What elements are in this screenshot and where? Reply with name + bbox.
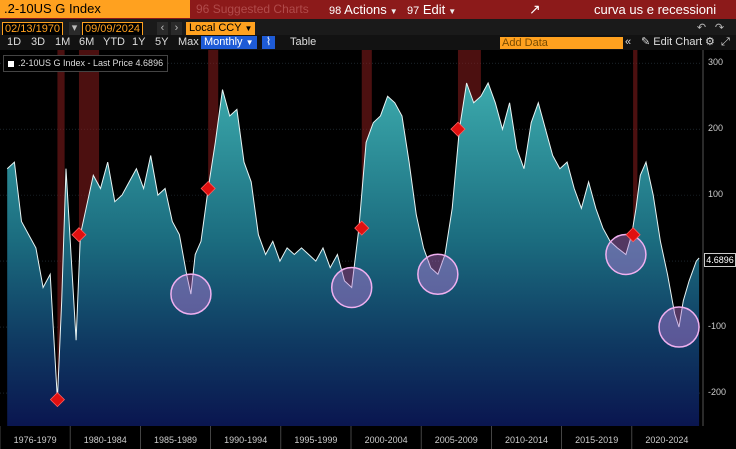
suggested-charts-label: Suggested Charts: [212, 2, 309, 16]
chart-title[interactable]: curva us e recessioni: [594, 2, 717, 17]
next-arrow-icon[interactable]: ›: [171, 22, 182, 35]
trough-highlights: [170, 233, 700, 348]
settings-icon[interactable]: ⚙: [705, 36, 715, 48]
trough-circle: [605, 233, 647, 276]
period-1m[interactable]: 1M: [55, 36, 71, 48]
recession-marker-icon: [354, 220, 370, 236]
chart-type-icon[interactable]: ⌇: [262, 36, 275, 49]
add-data-input[interactable]: Add Data: [500, 37, 623, 49]
expand-icon[interactable]: ⤢: [721, 36, 730, 48]
prev-arrow-icon[interactable]: ‹: [157, 22, 168, 35]
recession-marker-icon: [625, 227, 641, 243]
y-tick-label: 100: [708, 189, 724, 200]
x-tick-label: 1976-1979: [13, 435, 57, 445]
collapse-icon[interactable]: «: [625, 36, 632, 48]
period-max[interactable]: Max: [178, 36, 199, 48]
trough-circle: [658, 306, 700, 348]
period-ytd[interactable]: YTD: [103, 36, 125, 48]
edit-chart-label: Edit Chart: [653, 36, 703, 48]
recession-markers: [49, 121, 641, 408]
suggested-charts-button[interactable]: 96 Suggested Charts: [196, 0, 309, 19]
recession-marker-icon: [200, 180, 216, 197]
actions-label: Actions: [344, 2, 387, 17]
top-toolbar: .2-10US G Index 96 Suggested Charts 98 A…: [0, 0, 736, 19]
y-tick-label: -200: [708, 387, 727, 398]
chevron-down-icon: ▼: [389, 7, 398, 16]
table-button[interactable]: Table: [290, 36, 317, 48]
x-tick-label: 1995-1999: [294, 435, 338, 445]
y-tick-label: -100: [708, 321, 727, 332]
chevron-down-icon: ▼: [245, 38, 254, 47]
edit-key: 97: [407, 5, 420, 17]
y-tick-label: 200: [708, 123, 724, 134]
line-chart[interactable]: [0, 50, 736, 449]
x-tick-label: 2020-2024: [645, 435, 689, 445]
series-line: [6, 81, 700, 400]
period-1d[interactable]: 1D: [7, 36, 22, 48]
undo-icon[interactable]: ↶: [696, 22, 707, 34]
frequency-select[interactable]: Monthly ▼: [201, 36, 257, 49]
export-icon[interactable]: ↗: [529, 1, 541, 17]
recession-marker-icon: [49, 392, 65, 408]
actions-key: 98: [329, 5, 342, 17]
edit-label: Edit: [422, 2, 446, 17]
ticker-input[interactable]: .2-10US G Index: [0, 0, 190, 18]
x-tick-label: 2005-2009: [434, 435, 478, 445]
period-5y[interactable]: 5Y: [155, 36, 169, 48]
x-tick-label: 1990-1994: [224, 435, 268, 445]
series-area: [7, 83, 700, 426]
currency-select[interactable]: Local CCY ▼: [186, 22, 256, 35]
last-price-tag: 4.6896: [704, 253, 736, 267]
chevron-down-icon: ▼: [448, 7, 457, 16]
legend-swatch: [8, 60, 14, 67]
period-3d[interactable]: 3D: [31, 36, 46, 48]
x-tick-label: 2015-2019: [575, 435, 619, 445]
chevron-down-icon: ▼: [244, 24, 253, 33]
trough-circle: [330, 266, 373, 309]
trough-circle: [170, 273, 212, 315]
recession-marker-icon: [450, 121, 466, 137]
calendar-icon[interactable]: ▾: [69, 22, 80, 35]
x-tick-label: 1980-1984: [83, 435, 127, 445]
x-tick-marks: [0, 426, 633, 449]
legend-label: .2-10US G Index - Last Price 4.6896: [18, 58, 164, 68]
suggested-key: 96: [196, 2, 210, 16]
actions-menu[interactable]: 98 Actions ▼: [329, 0, 398, 19]
pencil-icon: ✎: [641, 36, 651, 48]
x-tick-label: 2010-2014: [504, 435, 548, 445]
x-tick-label: 1985-1989: [153, 435, 197, 445]
redo-icon[interactable]: ↷: [714, 22, 725, 34]
edit-menu[interactable]: 97 Edit ▼: [407, 0, 456, 19]
chart-legend[interactable]: .2-10US G Index - Last Price 4.6896: [3, 55, 169, 72]
period-6m[interactable]: 6M: [79, 36, 95, 48]
recession-band: [57, 50, 65, 426]
edit-chart-button[interactable]: ✎ Edit Chart: [641, 36, 702, 49]
frequency-label: Monthly: [204, 36, 243, 48]
trough-circle: [417, 253, 459, 296]
x-tick-label: 2000-2004: [364, 435, 408, 445]
date-range-bar: [0, 19, 736, 35]
recession-marker-icon: [71, 227, 87, 243]
period-1y[interactable]: 1Y: [132, 36, 146, 48]
currency-label: Local CCY: [189, 22, 242, 34]
y-tick-label: 300: [708, 57, 724, 68]
